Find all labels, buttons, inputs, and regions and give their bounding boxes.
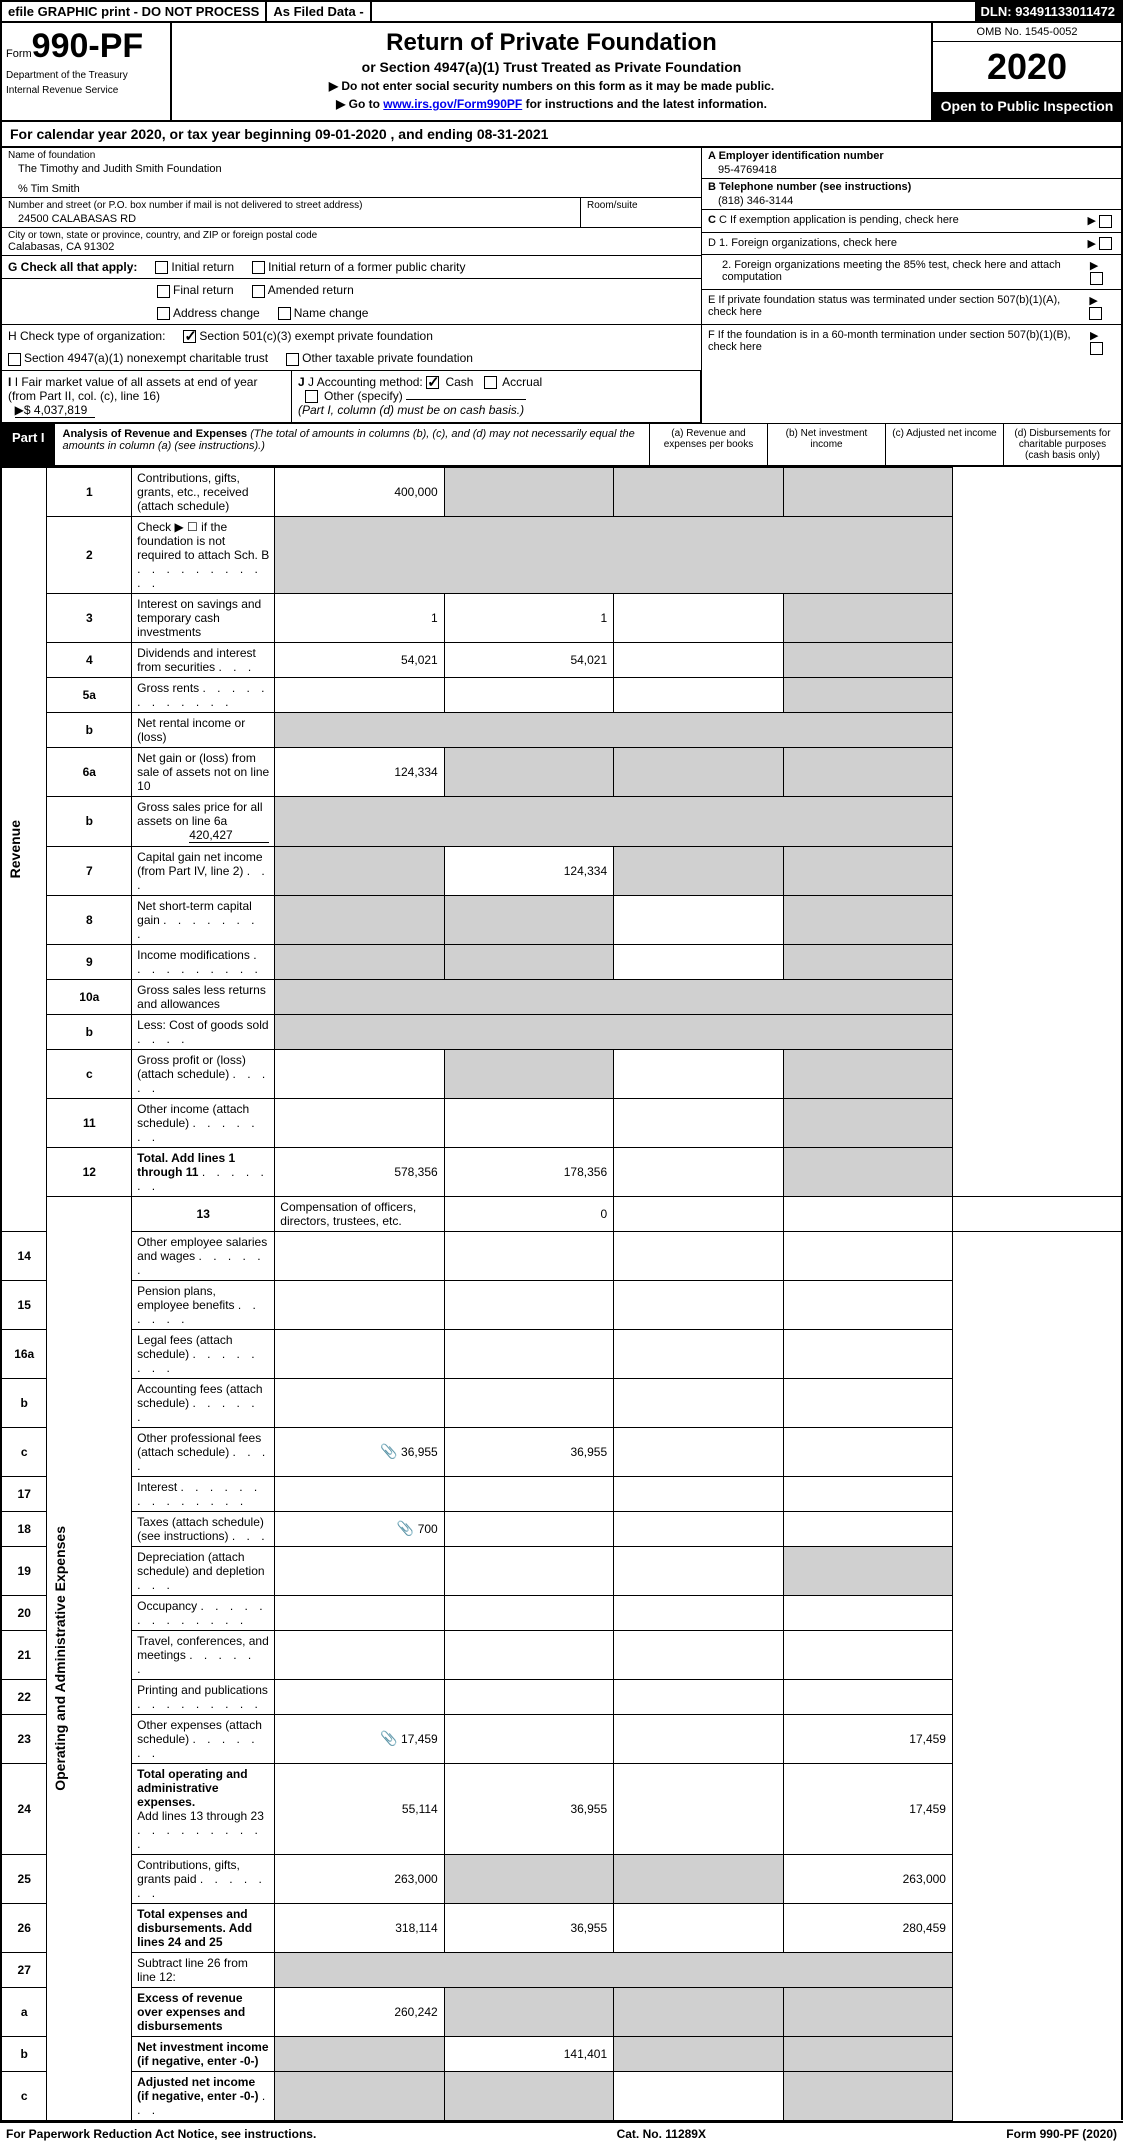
d1-checkbox[interactable] xyxy=(1099,237,1112,250)
revenue-side-label: Revenue xyxy=(7,820,23,878)
accrual-checkbox[interactable] xyxy=(484,376,497,389)
asfiled-label: As Filed Data - xyxy=(267,2,371,21)
i-value: ▶$ 4,037,819 xyxy=(15,403,95,418)
clip-icon[interactable]: 📎 xyxy=(380,1443,397,1459)
address: 24500 CALABASAS RD xyxy=(8,211,574,225)
form-header: Form990-PF Department of the Treasury In… xyxy=(0,23,1123,122)
care-of: % Tim Smith xyxy=(8,181,695,195)
irs-link[interactable]: www.irs.gov/Form990PF xyxy=(383,97,522,111)
f-checkbox[interactable] xyxy=(1090,342,1103,355)
clip-icon[interactable]: 📎 xyxy=(397,1520,414,1536)
form-ref: Form 990-PF (2020) xyxy=(1006,2127,1117,2141)
address-label: Number and street (or P.O. box number if… xyxy=(8,200,574,211)
c-label: C If exemption application is pending, c… xyxy=(719,214,959,226)
page-footer: For Paperwork Reduction Act Notice, see … xyxy=(0,2121,1123,2145)
j-note: (Part I, column (d) must be on cash basi… xyxy=(298,403,524,417)
clip-icon[interactable]: 📎 xyxy=(380,1730,397,1746)
d2-label: 2. Foreign organizations meeting the 85%… xyxy=(722,259,1090,283)
city-label: City or town, state or province, country… xyxy=(8,230,695,241)
col-b-header: (b) Net investment income xyxy=(767,424,885,465)
other-method-checkbox[interactable] xyxy=(305,390,318,403)
a-label: A Employer identification number xyxy=(708,150,884,162)
e-label: E If private foundation status was termi… xyxy=(708,294,1089,318)
phone-value: (818) 346-3144 xyxy=(708,193,1115,207)
form-subtitle: or Section 4947(a)(1) Trust Treated as P… xyxy=(178,59,925,75)
tax-year: 2020 xyxy=(933,42,1121,92)
paperwork-notice: For Paperwork Reduction Act Notice, see … xyxy=(6,2127,316,2141)
catalog-number: Cat. No. 11289X xyxy=(617,2127,706,2141)
foundation-name-label: Name of foundation xyxy=(8,150,695,161)
f-label: F If the foundation is in a 60-month ter… xyxy=(708,329,1090,353)
address-change-checkbox[interactable] xyxy=(157,307,170,320)
d1-label: D 1. Foreign organizations, check here xyxy=(708,237,897,249)
part1-table: Revenue 1Contributions, gifts, grants, e… xyxy=(0,467,1123,2121)
part1-label: Part I xyxy=(2,424,55,465)
ein-value: 95-4769418 xyxy=(708,162,1115,176)
dept-irs: Internal Revenue Service xyxy=(6,85,166,96)
name-change-checkbox[interactable] xyxy=(278,307,291,320)
foundation-name: The Timothy and Judith Smith Foundation xyxy=(8,161,695,175)
dept-treasury: Department of the Treasury xyxy=(6,70,166,81)
cash-checkbox[interactable] xyxy=(426,376,439,389)
g-label: G Check all that apply: xyxy=(8,260,137,274)
public-inspection: Open to Public Inspection xyxy=(933,92,1121,120)
form-prefix: Form xyxy=(6,48,32,60)
other-taxable-checkbox[interactable] xyxy=(286,353,299,366)
col-c-header: (c) Adjusted net income xyxy=(885,424,1003,465)
501c3-checkbox[interactable] xyxy=(183,330,196,343)
col-a-header: (a) Revenue and expenses per books xyxy=(649,424,767,465)
top-bar: efile GRAPHIC print - DO NOT PROCESS As … xyxy=(0,0,1123,23)
part1-header: Part I Analysis of Revenue and Expenses … xyxy=(0,423,1123,467)
b-label: B Telephone number (see instructions) xyxy=(708,181,911,193)
c-checkbox[interactable] xyxy=(1099,215,1112,228)
col-d-header: (d) Disbursements for charitable purpose… xyxy=(1003,424,1121,465)
omb-number: OMB No. 1545-0052 xyxy=(933,23,1121,42)
amended-return-checkbox[interactable] xyxy=(252,285,265,298)
initial-return-checkbox[interactable] xyxy=(155,261,168,274)
calendar-year: For calendar year 2020, or tax year begi… xyxy=(0,122,1123,148)
i-label: I Fair market value of all assets at end… xyxy=(8,375,257,403)
form-title: Return of Private Foundation xyxy=(178,29,925,57)
instr-ssn: ▶ Do not enter social security numbers o… xyxy=(178,79,925,93)
4947-checkbox[interactable] xyxy=(8,353,21,366)
form-number: 990-PF xyxy=(32,27,144,65)
e-checkbox[interactable] xyxy=(1089,307,1102,320)
room-label: Room/suite xyxy=(587,200,695,211)
d2-checkbox[interactable] xyxy=(1090,272,1103,285)
final-return-checkbox[interactable] xyxy=(157,285,170,298)
h-label: H Check type of organization: xyxy=(8,329,165,343)
info-section: Name of foundation The Timothy and Judit… xyxy=(0,148,1123,423)
dln: DLN: 93491133011472 xyxy=(975,2,1121,21)
efile-notice: efile GRAPHIC print - DO NOT PROCESS xyxy=(2,2,267,21)
city-value: Calabasas, CA 91302 xyxy=(8,241,695,253)
expenses-side-label: Operating and Administrative Expenses xyxy=(52,1526,68,1791)
initial-former-checkbox[interactable] xyxy=(252,261,265,274)
